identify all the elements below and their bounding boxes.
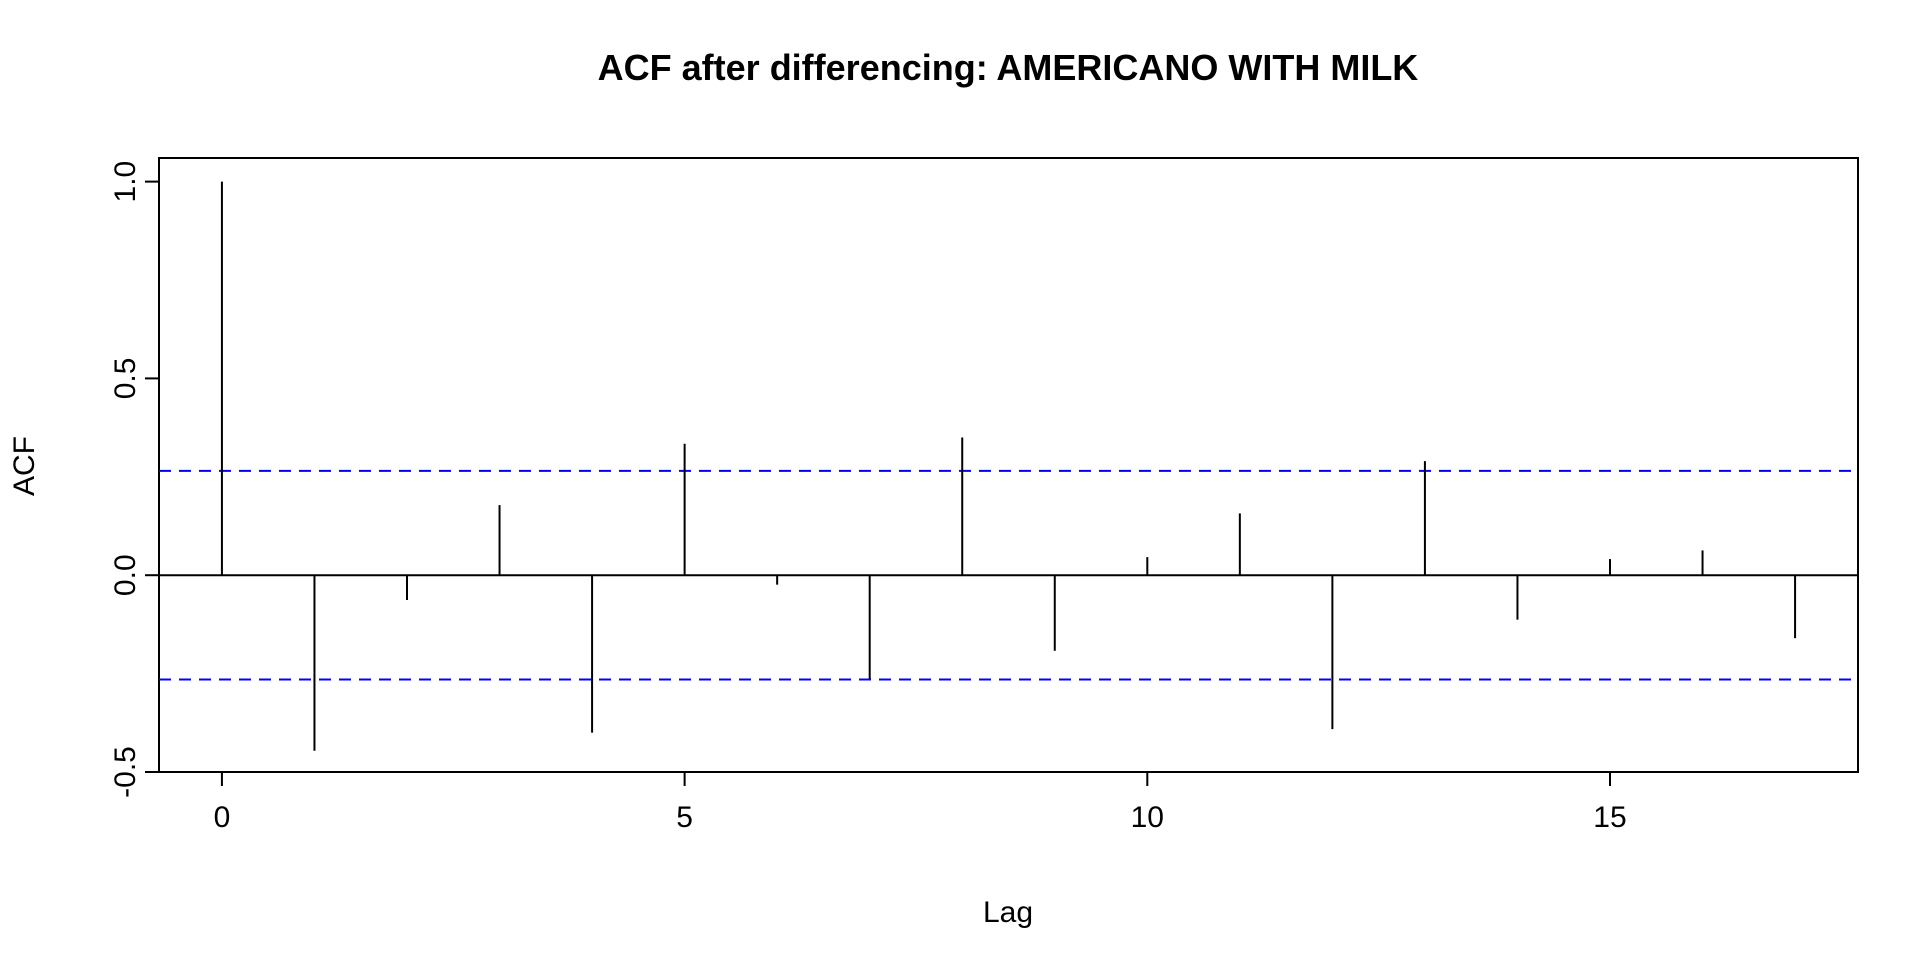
y-axis: -0.5 0.0 0.5 1.0 [109, 161, 160, 798]
y-tick-label: 0.5 [109, 358, 142, 400]
x-axis-label: Lag [983, 896, 1033, 929]
y-tick-label: 1.0 [109, 161, 142, 203]
x-axis: 0 5 10 15 [214, 771, 1627, 834]
x-tick-label: 0 [214, 801, 231, 834]
x-tick-label: 15 [1593, 801, 1626, 834]
confidence-bounds [159, 469, 1858, 681]
x-tick-label: 5 [676, 801, 693, 834]
acf-bars [220, 181, 1797, 751]
y-tick-label: 0.0 [109, 554, 142, 596]
chart-title: ACF after differencing: AMERICANO WITH M… [598, 47, 1419, 88]
y-axis-label: ACF [8, 436, 41, 496]
x-tick-label: 10 [1131, 801, 1164, 834]
y-tick-label: -0.5 [109, 746, 142, 798]
